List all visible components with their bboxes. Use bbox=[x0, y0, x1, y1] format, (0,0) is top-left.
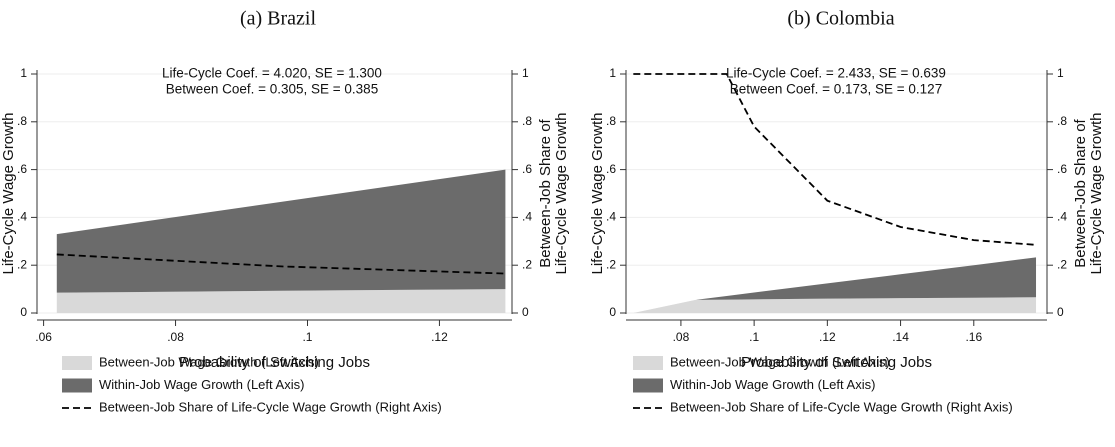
area bbox=[56, 169, 506, 293]
y-axis-label: Life-Cycle Wage Growth bbox=[589, 113, 606, 275]
legend-swatch bbox=[633, 378, 663, 393]
y-tick-label: .6 bbox=[606, 162, 616, 176]
y2-tick-label: .2 bbox=[522, 257, 532, 271]
y2-tick-label: 1 bbox=[522, 66, 529, 80]
x-tick-label: .08 bbox=[167, 330, 184, 344]
y-tick-label: 0 bbox=[609, 305, 616, 319]
y2-axis-label: Life-Cycle Wage Growth bbox=[553, 113, 570, 275]
legend-label: Between-Job Wage Growth (Left Axis) bbox=[670, 354, 890, 369]
y-tick-label: .8 bbox=[606, 114, 616, 128]
annotation: Between Coef. = 0.305, SE = 0.385 bbox=[166, 82, 378, 97]
legend-swatch bbox=[62, 378, 92, 393]
y2-axis-label: Life-Cycle Wage Growth bbox=[1088, 113, 1105, 275]
x-tick-label: .06 bbox=[35, 330, 52, 344]
y2-tick-label: .4 bbox=[522, 210, 532, 224]
y2-axis-label: Between-Job Share of bbox=[537, 118, 554, 267]
chart-title: (a) Brazil bbox=[240, 8, 317, 30]
x-tick-label: .1 bbox=[302, 330, 312, 344]
annotation: Between Coef. = 0.173, SE = 0.127 bbox=[730, 82, 942, 97]
area bbox=[633, 297, 1037, 313]
y-tick-label: .2 bbox=[17, 257, 27, 271]
x-tick-label: .16 bbox=[965, 330, 982, 344]
y2-tick-label: .2 bbox=[1057, 257, 1067, 271]
annotation: Life-Cycle Coef. = 4.020, SE = 1.300 bbox=[162, 66, 382, 81]
y2-tick-label: .6 bbox=[522, 162, 532, 176]
y2-tick-label: .4 bbox=[1057, 210, 1067, 224]
y-tick-label: .2 bbox=[606, 257, 616, 271]
legend-label: Between-Job Wage Growth (Left Axis) bbox=[99, 354, 319, 369]
y2-tick-label: .8 bbox=[522, 114, 532, 128]
x-tick-label: .1 bbox=[749, 330, 759, 344]
legend-label: Within-Job Wage Growth (Left Axis) bbox=[670, 377, 875, 392]
line bbox=[633, 73, 1037, 246]
chart-title: (b) Colombia bbox=[787, 8, 894, 30]
legend-label: Between-Job Share of Life-Cycle Wage Gro… bbox=[670, 399, 1013, 414]
y-tick-label: .8 bbox=[17, 114, 27, 128]
y-tick-label: .4 bbox=[606, 210, 616, 224]
y-tick-label: 1 bbox=[20, 66, 27, 80]
y2-tick-label: .8 bbox=[1057, 114, 1067, 128]
legend-swatch bbox=[633, 356, 663, 370]
x-axis-label: Probability of Switching Jobs bbox=[741, 354, 932, 371]
y-axis-label: Life-Cycle Wage Growth bbox=[0, 113, 17, 275]
y2-tick-label: 0 bbox=[522, 305, 529, 319]
line bbox=[56, 253, 506, 275]
y-tick-label: 0 bbox=[20, 305, 27, 319]
legend-swatch bbox=[62, 356, 92, 370]
y2-axis-label: Between-Job Share of bbox=[1072, 118, 1089, 267]
x-tick-label: .12 bbox=[819, 330, 836, 344]
y2-tick-label: 0 bbox=[1057, 305, 1064, 319]
area bbox=[633, 257, 1037, 313]
area bbox=[56, 289, 506, 313]
y2-tick-label: 1 bbox=[1057, 66, 1064, 80]
legend-label: Between-Job Share of Life-Cycle Wage Gro… bbox=[99, 399, 442, 414]
x-tick-label: .12 bbox=[431, 330, 448, 344]
legend-label: Within-Job Wage Growth (Left Axis) bbox=[99, 377, 304, 392]
y-tick-label: 1 bbox=[609, 66, 616, 80]
x-axis-label: Probability of Switching Jobs bbox=[179, 354, 370, 371]
y2-tick-label: .6 bbox=[1057, 162, 1067, 176]
annotation: Life-Cycle Coef. = 2.433, SE = 0.639 bbox=[726, 66, 946, 81]
x-tick-label: .14 bbox=[892, 330, 909, 344]
y-tick-label: .6 bbox=[17, 162, 27, 176]
y-tick-label: .4 bbox=[17, 210, 27, 224]
x-tick-label: .08 bbox=[673, 330, 690, 344]
